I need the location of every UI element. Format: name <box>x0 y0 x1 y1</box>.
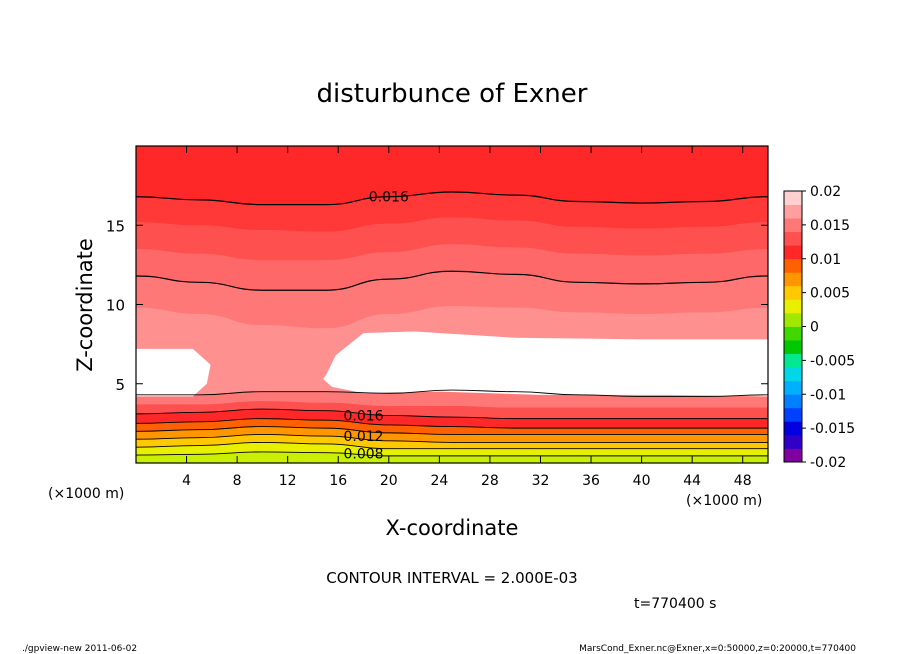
colorbar-label: 0.02 <box>810 184 841 200</box>
colorbar-swatch <box>784 231 802 246</box>
colorbar-swatch <box>784 380 802 395</box>
contour-line-4 <box>135 418 769 429</box>
colorbar-swatch <box>784 353 802 368</box>
contour-label-2: 0.012 <box>343 429 383 445</box>
contour-label-1: 0.016 <box>343 408 383 424</box>
contour-line-7 <box>135 441 768 450</box>
field-band-13 <box>136 451 768 463</box>
blank-region-0 <box>136 348 211 397</box>
colorbar-swatch <box>784 204 802 219</box>
x-tick-label: 24 <box>430 473 448 489</box>
x-unit-right: (×1000 m) <box>686 493 762 509</box>
contour-line-6 <box>135 434 768 443</box>
colorbar-swatch <box>784 367 802 382</box>
contour-interval: CONTOUR INTERVAL = 2.000E-03 <box>326 569 577 587</box>
colorbar: 0.02 0.015 0.01 0.005 0 -0.005 -0.01 -0.015 -0.0… <box>783 184 855 471</box>
chart-title: disturbunce of Exner <box>317 79 588 109</box>
x-tick-label: 16 <box>329 473 347 489</box>
colorbar-label: 0.01 <box>810 252 841 268</box>
colorbar-swatch <box>784 312 802 327</box>
x-tick-label: 28 <box>481 473 499 489</box>
y-tick-label: 15 <box>106 217 125 235</box>
colorbar-swatch <box>784 448 802 463</box>
colorbar-swatch <box>784 258 802 273</box>
x-tick-label: 4 <box>182 473 191 489</box>
contour-label-3: 0.008 <box>343 446 383 462</box>
y-tick-label: 10 <box>106 297 125 315</box>
x-unit-left: (×1000 m) <box>48 486 124 502</box>
y-tick-label: 5 <box>115 376 125 394</box>
colorbar-swatch <box>784 272 802 287</box>
colorbar-label: 0.005 <box>810 286 850 302</box>
colorbar-swatch <box>784 394 802 409</box>
colorbar-label: -0.02 <box>810 455 846 471</box>
colorbar-swatch <box>784 326 802 341</box>
contour-line-8 <box>135 451 768 457</box>
colorbar-label: -0.005 <box>810 353 855 369</box>
x-tick-label: 36 <box>582 473 600 489</box>
colorbar-swatch <box>784 407 802 422</box>
colorbar-swatch <box>784 191 802 205</box>
contour-line-0 <box>135 191 769 206</box>
footer-right: MarsCond_Exner.nc@Exner,x=0:50000,z=0:20… <box>579 644 856 654</box>
contour-line-5 <box>135 426 768 435</box>
colorbar-swatch <box>784 434 802 449</box>
plot-area <box>136 146 768 463</box>
x-tick-label: 40 <box>633 473 651 489</box>
colorbar-swatch <box>784 340 802 354</box>
colorbar-swatch <box>784 421 802 436</box>
x-tick-label: 8 <box>233 473 242 489</box>
colorbar-swatch <box>784 299 802 314</box>
blank-region-1 <box>323 331 768 397</box>
x-tick-label: 48 <box>734 473 752 489</box>
colorbar-swatch <box>784 285 802 300</box>
x-tick-label: 20 <box>380 473 398 489</box>
contour-line-2 <box>136 389 769 397</box>
contour-label-0: 0.016 <box>369 190 409 206</box>
contour-lines <box>135 191 769 457</box>
x-tick-label: 12 <box>279 473 297 489</box>
x-tick-label: 32 <box>532 473 550 489</box>
colorbar-swatch <box>784 245 802 260</box>
x-axis-label: X-coordinate <box>386 516 519 540</box>
x-tick-label: 44 <box>683 473 701 489</box>
footer-left: ./gpview-new 2011-06-02 <box>22 644 137 654</box>
colorbar-swatch <box>784 218 802 233</box>
time-label: t=770400 s <box>634 596 716 612</box>
x-axis-ticks: 4 8 12 16 20 24 28 32 36 40 44 48 <box>182 146 752 489</box>
y-axis-label: Z-coordinate <box>73 238 97 372</box>
colorbar-label: 0.015 <box>810 218 850 234</box>
colorbar-label: -0.015 <box>810 421 855 437</box>
contour-line-3 <box>135 408 768 420</box>
colorbar-label: 0 <box>810 320 819 336</box>
y-axis-ticks: 5 10 15 <box>106 217 768 394</box>
contour-line-1 <box>135 270 769 291</box>
colorbar-label: -0.01 <box>810 387 846 403</box>
